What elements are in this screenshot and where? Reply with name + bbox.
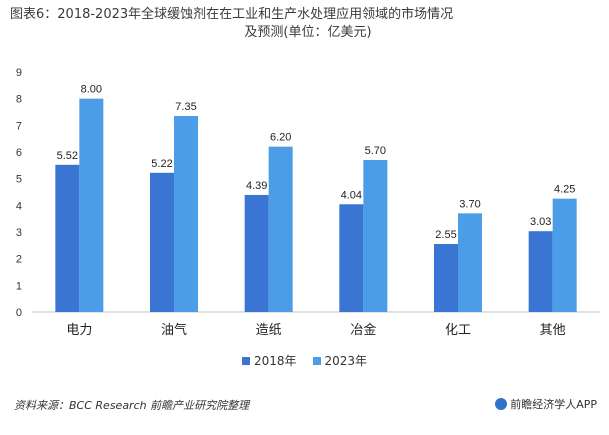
bar-chart: 0 1 2 3 4 5 6 7 8 9 5.52 8.00 电力 5.22 7.35 油气 4.39 6.20 造纸… (16, 67, 600, 338)
y-tick-label: 2 (16, 254, 22, 266)
y-tick-label: 7 (16, 120, 22, 132)
x-tick-label: 造纸 (256, 323, 282, 338)
chart-title-line2: 及预测(单位：亿美元) (244, 25, 372, 40)
x-tick-label: 化工 (445, 323, 471, 338)
x-tick-label: 冶金 (350, 322, 376, 338)
legend-label-2018: 2018年 (253, 354, 297, 368)
bar-value-label: 5.70 (365, 145, 386, 157)
bar-2023 (458, 213, 482, 312)
x-tick-label: 电力 (66, 323, 92, 338)
bar-2018 (55, 164, 80, 312)
y-tick-label: 6 (16, 147, 22, 159)
y-tick-label: 5 (16, 174, 22, 186)
bar-value-label: 3.70 (459, 198, 480, 210)
legend-item-2018: 2018年 (241, 352, 297, 369)
legend-swatch-2023 (312, 356, 321, 365)
brand: 前瞻经济学人APP (495, 396, 597, 412)
bar-value-label: 4.25 (554, 184, 575, 196)
source-note: 资料来源：BCC Research 前瞻产业研究院整理 (14, 399, 250, 412)
brand-text: 前瞻经济学人APP (510, 398, 597, 411)
bar-value-label: 5.52 (57, 150, 78, 162)
bar-2023 (268, 146, 293, 312)
bar-2023 (79, 98, 104, 313)
y-tick-label: 0 (16, 307, 22, 319)
bar-2023 (363, 160, 388, 312)
y-tick-label: 8 (16, 94, 22, 106)
y-tick-label: 9 (16, 67, 22, 79)
bar-value-label: 5.22 (151, 158, 172, 170)
bar-value-label: 4.04 (341, 189, 362, 201)
bar-value-label: 4.39 (246, 180, 267, 192)
bar-value-label: 6.20 (270, 132, 291, 144)
bar-2018 (150, 172, 174, 312)
x-tick-label: 油气 (161, 322, 187, 338)
bar-2023 (174, 116, 198, 312)
footer: 资料来源：BCC Research 前瞻产业研究院整理 前瞻经济学人APP (0, 380, 609, 435)
bar-2018 (244, 194, 269, 312)
bar-2018 (339, 204, 364, 312)
y-tick-label: 1 (16, 280, 22, 292)
bar-value-label: 7.35 (175, 101, 196, 113)
x-tick-label: 其他 (540, 323, 566, 338)
bar-2018 (528, 231, 553, 312)
chart-legend: 2018年 2023年 (0, 352, 609, 369)
legend-swatch-2018 (241, 356, 250, 365)
bar-value-label: 3.03 (530, 216, 551, 228)
bar-2023 (552, 198, 577, 312)
chart-title-line1: 图表6：2018-2023年全球缓蚀剂在在工业和生产水处理应用领域的市场情况 (10, 7, 454, 22)
legend-label-2023: 2023年 (324, 354, 368, 368)
y-tick-label: 3 (16, 227, 22, 239)
qianzhan-logo-icon (495, 398, 508, 410)
bar-value-label: 2.55 (435, 229, 456, 241)
chart-title: 图表6：2018-2023年全球缓蚀剂在在工业和生产水处理应用领域的市场情况 及… (10, 6, 606, 42)
y-tick-label: 4 (16, 200, 22, 212)
bar-value-label: 8.00 (81, 84, 102, 96)
legend-item-2023: 2023年 (312, 352, 368, 369)
bar-2018 (434, 244, 458, 312)
